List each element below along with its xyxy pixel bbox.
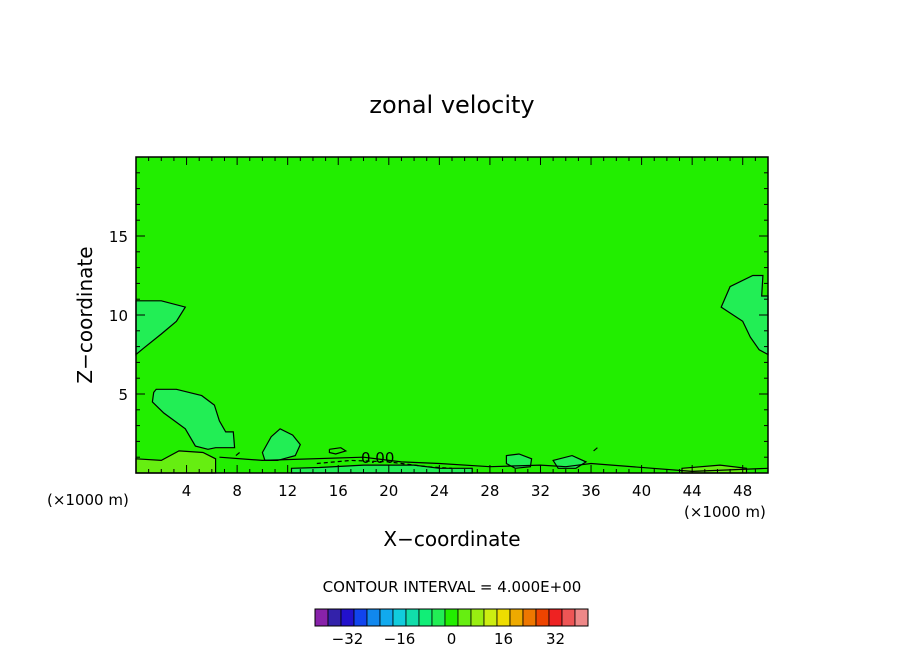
x-tick-label: 44 [683, 482, 702, 500]
x-tick-label: 48 [733, 482, 752, 500]
colorbar-swatch [327, 608, 342, 627]
x-tick-label: 16 [329, 482, 348, 500]
y-tick-label: 15 [109, 228, 128, 246]
contour-label: 0.00 [361, 449, 394, 467]
colorbar-swatch [470, 608, 485, 627]
x-tick-label: 20 [379, 482, 398, 500]
colorbar-tick-label: 16 [494, 630, 513, 648]
colorbar-swatch [509, 608, 524, 627]
x-tick-label: 8 [232, 482, 242, 500]
colorbar-swatch [522, 608, 537, 627]
x-tick-label: 28 [480, 482, 499, 500]
contour-region-mid-left-lobe [151, 388, 236, 450]
contour-line-small-mark-8km [235, 452, 240, 457]
y-tick-label: 10 [109, 307, 128, 325]
x-tick-label: 40 [632, 482, 651, 500]
contour-interval-label: CONTOUR INTERVAL = 4.000E+00 [323, 578, 582, 596]
colorbar-tick-label: 0 [447, 630, 457, 648]
colorbar-swatch [379, 608, 394, 627]
y-tick-label: 5 [118, 386, 128, 404]
colorbar-swatch [418, 608, 433, 627]
colorbar-swatch [496, 608, 511, 627]
plot-background [136, 157, 768, 473]
x-tick-label: 4 [182, 482, 192, 500]
colorbar-swatch [483, 608, 498, 627]
x-unit-label-left: (×1000 m) [47, 491, 129, 509]
colorbar-swatch [444, 608, 459, 627]
x-tick-label: 36 [581, 482, 600, 500]
contour-line-negative-contour [316, 459, 453, 469]
x-tick-label: 24 [430, 482, 449, 500]
colorbar-frame [314, 608, 589, 627]
contour-region-upper-left-lobe [135, 300, 187, 356]
contour-line-small-loop-16km [328, 447, 348, 455]
colorbar-swatch [366, 608, 381, 627]
colorbar-swatch [431, 608, 446, 627]
colorbar-swatch [314, 608, 329, 627]
colorbar-tick-label: −16 [384, 630, 416, 648]
colorbar-tick-label: 32 [546, 630, 565, 648]
chart-title: zonal velocity [369, 91, 534, 119]
colorbar-swatch [340, 608, 355, 627]
contour-region-lobe-30km [505, 453, 533, 469]
colorbar-swatch [405, 608, 420, 627]
colorbar-swatch [561, 608, 576, 627]
colorbar-swatch [457, 608, 472, 627]
contour-line-small-mark-36km [593, 447, 598, 452]
colorbar-swatch [535, 608, 550, 627]
x-tick-label: 12 [278, 482, 297, 500]
colorbar-swatch [574, 608, 589, 627]
x-axis-label: X−coordinate [383, 527, 520, 551]
x-tick-label: 32 [531, 482, 550, 500]
colorbar-swatch [353, 608, 368, 627]
y-axis-label: Z−coordinate [73, 246, 97, 383]
colorbar-swatch [392, 608, 407, 627]
colorbar-tick-label: −32 [332, 630, 364, 648]
contour-region-upper-right-lobe [720, 274, 769, 356]
x-unit-label-right: (×1000 m) [684, 503, 766, 521]
colorbar: −32 −16 0 16 32 [314, 608, 589, 648]
colorbar-swatch [548, 608, 563, 627]
